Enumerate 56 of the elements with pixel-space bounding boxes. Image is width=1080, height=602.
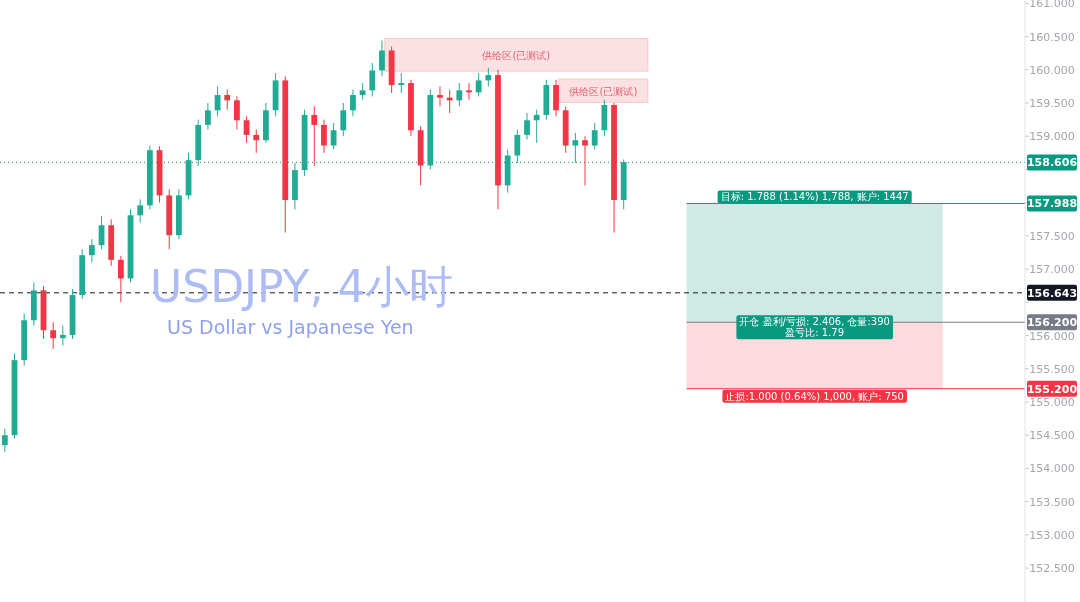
candlestick [340, 102, 347, 137]
candlestick [224, 89, 231, 111]
candlestick [137, 198, 144, 224]
candlestick [1, 428, 8, 453]
candlestick [50, 321, 57, 350]
candlestick [475, 72, 482, 97]
text: US Dollar vs Japanese Yen [167, 316, 414, 338]
y-tick-label: 159.000 [1029, 130, 1075, 144]
candlestick [117, 255, 124, 303]
candlestick [330, 122, 337, 150]
ref-line-label: 156.200 [1026, 316, 1078, 330]
candlestick [582, 135, 588, 186]
band-label: 供给区(已测试) [569, 85, 638, 97]
y-tick-label: 156.000 [1029, 329, 1075, 343]
candlestick [350, 89, 356, 117]
ref-line-label: 157.988 [1026, 197, 1078, 211]
y-tick-label: 161.000 [1029, 0, 1075, 11]
annotation: 开仓 盈利/亏损: 2.406, 仓量:390 盈亏比: 1.79 [739, 316, 890, 339]
candlestick [205, 102, 211, 131]
ref-line-label: 155.200 [1026, 382, 1078, 396]
candlestick [253, 129, 260, 154]
candlestick [524, 112, 530, 141]
candlestick [456, 82, 463, 107]
candlestick [485, 67, 492, 87]
y-tick-label: 153.000 [1029, 528, 1075, 542]
text: USDJPY, 4小时 [150, 261, 454, 312]
candlestick [369, 62, 376, 97]
y-tick-label: 154.500 [1029, 429, 1075, 443]
ref-line-label: 158.606 [1026, 156, 1078, 170]
candlestick [321, 119, 327, 154]
y-tick-label: 155.000 [1029, 396, 1075, 409]
candlestick [572, 132, 579, 164]
y-tick-label: 157.000 [1029, 263, 1075, 277]
candlestick [311, 105, 318, 167]
candlestick [234, 95, 240, 131]
y-tick-label: 153.500 [1029, 495, 1075, 509]
candlestick [514, 129, 521, 164]
candlestick [59, 325, 66, 347]
band-label: 目标: 1.788 (1.14%) 1,788, 账户: 1447 [720, 191, 909, 203]
candlestick [379, 40, 385, 77]
ref-line-label: 156.643 [1026, 286, 1078, 300]
y-tick-label: 155.500 [1029, 362, 1075, 376]
candlestick [398, 72, 405, 94]
y-tick-label: 159.500 [1029, 96, 1075, 110]
y-tick-label: 154.000 [1029, 462, 1075, 476]
candlestick [437, 85, 443, 107]
band-label: 供给区(已测试) [482, 49, 551, 61]
candlestick [533, 109, 540, 144]
candlestick [88, 238, 95, 263]
candlestick [591, 122, 598, 150]
y-tick-label: 157.500 [1029, 229, 1075, 243]
y-tick-label: 152.500 [1029, 562, 1075, 576]
y-tick-label: 160.500 [1029, 30, 1075, 44]
y-tick-label: 160.000 [1029, 63, 1075, 77]
band-label: 止损:1.000 (0.64%) 1,000, 账户: 750 [725, 390, 904, 402]
candlestick [466, 82, 472, 101]
